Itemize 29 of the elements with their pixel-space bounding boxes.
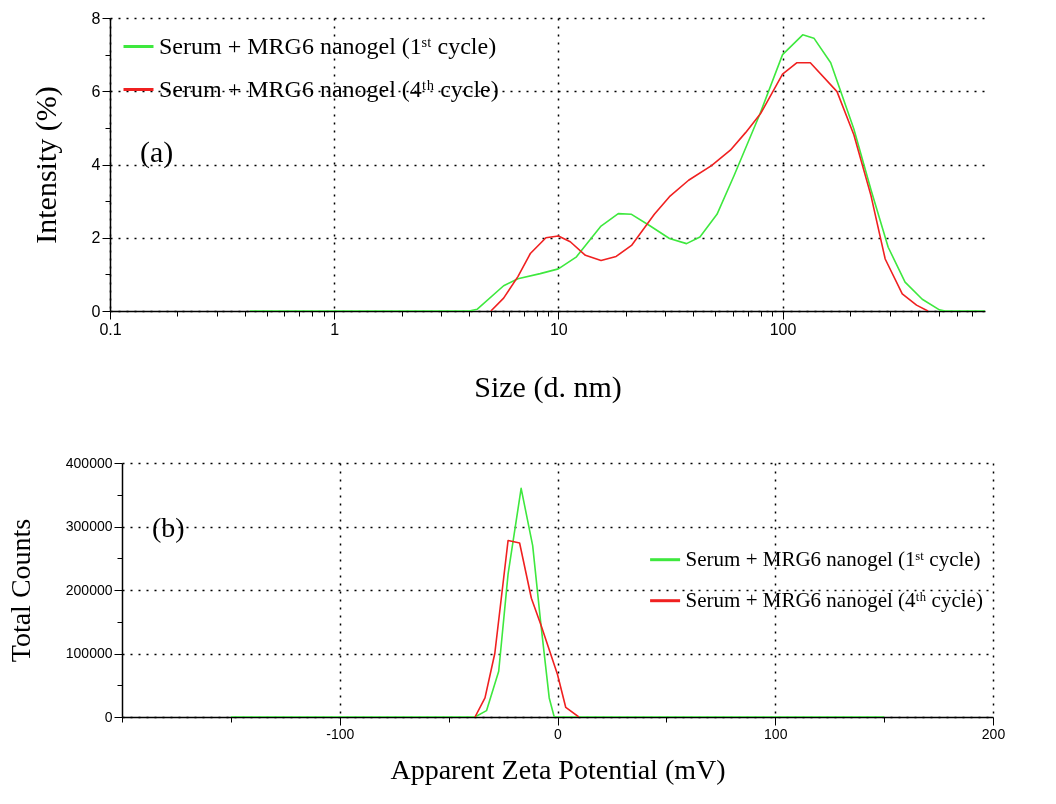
x-tick-label: 1 [330, 320, 340, 338]
y-tick-label: 100000 [65, 645, 113, 661]
x-axis-title: Size (d. nm) [474, 369, 622, 404]
y-axis-title: Intensity (%) [28, 86, 63, 244]
annotation: (b) [152, 512, 185, 544]
x-tick-label: 200 [981, 725, 1006, 742]
y-tick-label: 2 [91, 229, 101, 247]
line-series [474, 539, 580, 717]
y-tick-label: 0 [104, 708, 113, 725]
x-tick-label: -100 [326, 725, 355, 742]
y-tick-label: 8 [91, 9, 101, 27]
legend-label: Serum + MRG6 nanogel (4ᵗʰ cycle) [159, 75, 499, 102]
y-tick-label: 300000 [65, 518, 113, 534]
y-tick-label: 400000 [65, 454, 113, 471]
y-tick-label: 0 [91, 302, 101, 320]
legend-label: Serum + MRG6 nanogel (1ˢᵗ cycle) [685, 546, 981, 571]
y-tick-label: 200000 [65, 581, 113, 598]
legend-label: Serum + MRG6 nanogel (4ᵗʰ cycle) [685, 587, 983, 612]
x-axis-title: Apparent Zeta Potential (mV) [390, 753, 726, 785]
y-tick-label: 4 [91, 156, 101, 173]
x-tick-label: 0 [554, 725, 563, 742]
x-tick-label: 10 [549, 320, 568, 338]
x-tick-label: 0.1 [99, 320, 122, 338]
x-tick-label: 100 [764, 725, 788, 742]
annotation: (a) [140, 134, 174, 169]
y-tick-label: 6 [91, 82, 101, 100]
x-tick-label: 100 [769, 320, 797, 338]
y-axis-title: Total Counts [4, 518, 36, 663]
legend-label: Serum + MRG6 nanogel (1ˢᵗ cycle) [159, 32, 497, 59]
